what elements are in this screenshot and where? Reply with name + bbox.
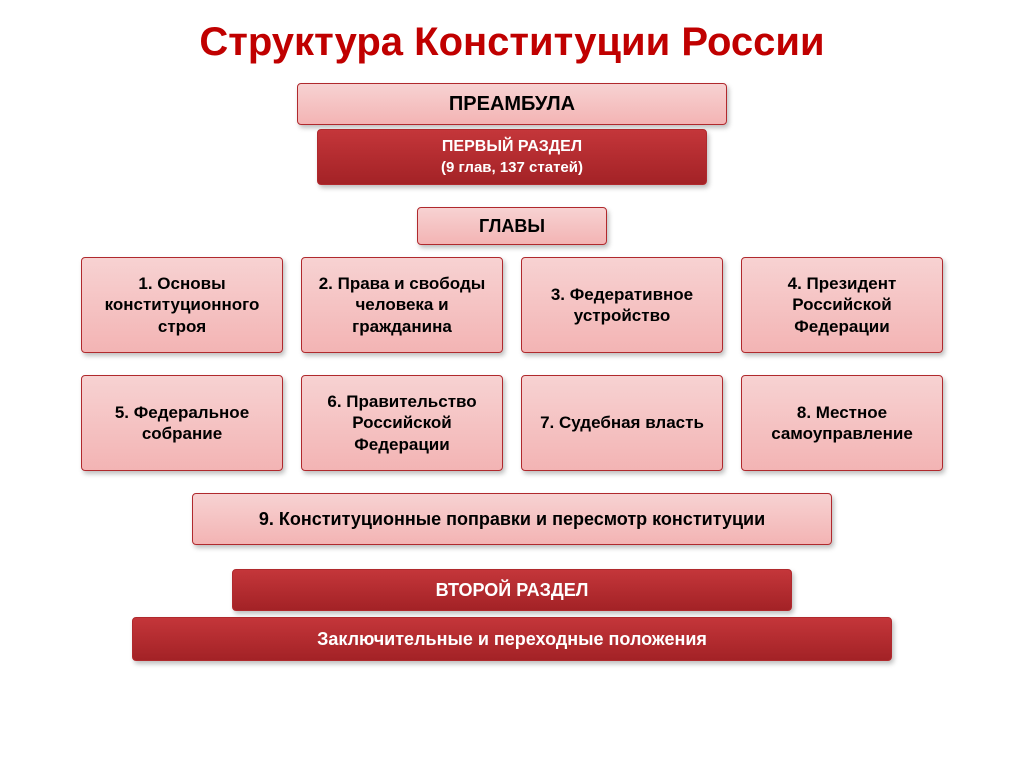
chapter-label: 1. Основы конституционного строя <box>96 273 268 337</box>
page-title: Структура Конституции России <box>199 20 824 65</box>
final-label: Заключительные и переходные положения <box>317 629 707 650</box>
chapter-5: 5. Федеральное собрание <box>81 375 283 471</box>
chapter-6: 6. Правительство Российской Федерации <box>301 375 503 471</box>
chapter-7: 7. Судебная власть <box>521 375 723 471</box>
chapters-label-box: ГЛАВЫ <box>417 207 607 245</box>
chapter-4: 4. Президент Российской Федерации <box>741 257 943 353</box>
chapter-label: 8. Местное самоуправление <box>756 402 928 445</box>
chapter-label: 3. Федеративное устройство <box>536 284 708 327</box>
chapter-label: 5. Федеральное собрание <box>96 402 268 445</box>
section1-box: ПЕРВЫЙ РАЗДЕЛ (9 глав, 137 статей) <box>317 129 707 185</box>
section2-box: ВТОРОЙ РАЗДЕЛ <box>232 569 792 611</box>
chapter-3: 3. Федеративное устройство <box>521 257 723 353</box>
section1-sub: (9 глав, 137 статей) <box>441 158 583 178</box>
section2-label: ВТОРОЙ РАЗДЕЛ <box>436 580 589 601</box>
chapter-9: 9. Конституционные поправки и пересмотр … <box>192 493 832 545</box>
final-box: Заключительные и переходные положения <box>132 617 892 661</box>
chapter-label: 2. Права и свободы человека и гражданина <box>316 273 488 337</box>
chapter-label: 4. Президент Российской Федерации <box>756 273 928 337</box>
chapter-1: 1. Основы конституционного строя <box>81 257 283 353</box>
chapter-label: 6. Правительство Российской Федерации <box>316 391 488 455</box>
chapters-label: ГЛАВЫ <box>479 216 545 237</box>
chapter-2: 2. Права и свободы человека и гражданина <box>301 257 503 353</box>
chapter-label: 7. Судебная власть <box>540 412 704 433</box>
chapter-8: 8. Местное самоуправление <box>741 375 943 471</box>
diagram-container: Структура Конституции России ПРЕАМБУЛА П… <box>0 0 1024 681</box>
section1-label: ПЕРВЫЙ РАЗДЕЛ <box>442 137 582 158</box>
preamble-box: ПРЕАМБУЛА <box>297 83 727 125</box>
chapter-label: 9. Конституционные поправки и пересмотр … <box>259 509 765 530</box>
chapters-row-2: 5. Федеральное собрание 6. Правительство… <box>81 375 943 471</box>
preamble-label: ПРЕАМБУЛА <box>449 93 575 116</box>
chapters-row-1: 1. Основы конституционного строя 2. Прав… <box>81 257 943 353</box>
